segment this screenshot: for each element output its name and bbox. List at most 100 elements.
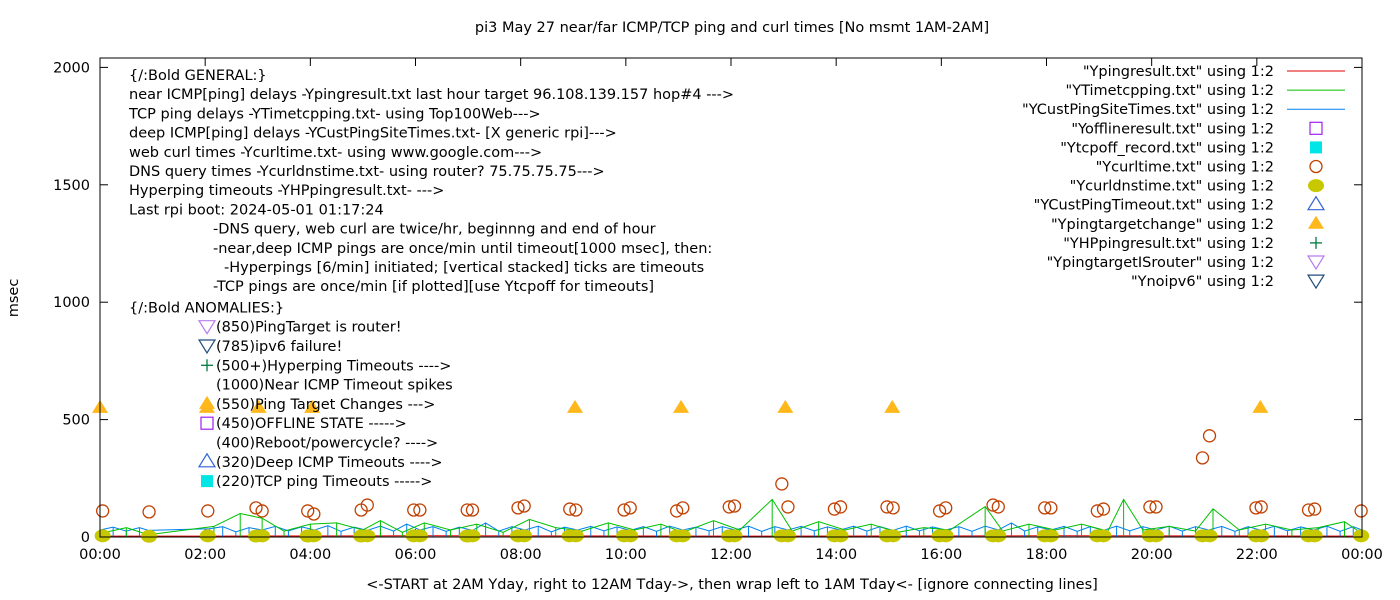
- data-point: [460, 503, 474, 517]
- legend-marker-square-open: [1309, 121, 1323, 135]
- series-line: [99, 498, 1363, 536]
- legend-marker-triangle-up-filled: [1308, 215, 1324, 229]
- data-point: [301, 504, 315, 518]
- x-tick-label: 02:00: [184, 547, 226, 563]
- legend-marker-triangle-up-open: [1306, 195, 1326, 211]
- data-point: [360, 498, 374, 512]
- data-point: [516, 529, 533, 543]
- anomaly-line: (785)ipv6 failure!: [216, 339, 342, 355]
- legend-marker-triangle-down-open: [1306, 255, 1326, 271]
- series-line: [99, 522, 1363, 533]
- data-point: [1044, 501, 1058, 515]
- data-point: [781, 500, 795, 514]
- data-point: [199, 529, 216, 543]
- data-point: [1149, 500, 1163, 514]
- data-point: [939, 501, 953, 515]
- anomaly-line: (850)PingTarget is router!: [216, 320, 402, 336]
- data-point: [1306, 529, 1323, 543]
- data-point: [1143, 500, 1157, 514]
- legend-label: "YCustPingSiteTimes.txt" using 1:2: [1022, 102, 1274, 118]
- legend-label: "Ycurltime.txt" using 1:2: [1096, 160, 1274, 176]
- data-point: [1202, 429, 1217, 443]
- legend-marker-circle-open: [1309, 159, 1323, 174]
- anomaly-line: (220)TCP ping Timeouts ----->: [216, 474, 432, 490]
- data-point: [670, 504, 684, 518]
- annotation-line: -Hyperpings [6/min] initiated; [vertical…: [224, 260, 704, 276]
- legend-marker-plus: [1310, 236, 1322, 249]
- y-axis-label: msec: [6, 279, 22, 318]
- x-tick-label: 06:00: [395, 547, 437, 563]
- annotation-line: Last rpi boot: 2024-05-01 01:17:24: [129, 202, 384, 218]
- data-point: [726, 529, 743, 543]
- data-point: [255, 504, 269, 518]
- legend-label: "Ytcpoff_record.txt" using 1:2: [1060, 140, 1274, 156]
- annotation-line: {/:Bold GENERAL:}: [129, 68, 267, 84]
- data-point: [359, 529, 376, 543]
- data-point: [991, 500, 1005, 514]
- annotation-line: deep ICMP[ping] delays -YCustPingSiteTim…: [129, 126, 617, 142]
- y-tick-label: 500: [62, 413, 90, 429]
- data-point: [885, 529, 902, 543]
- y-tick-label: 1500: [53, 178, 90, 194]
- data-point: [886, 501, 900, 515]
- annotations: {/:Bold GENERAL:} near ICMP[ping] delays …: [128, 68, 734, 490]
- anomaly-icon-triangle-up-open: [197, 452, 217, 468]
- data-point: [676, 501, 690, 515]
- data-point: [304, 399, 321, 413]
- data-point: [622, 529, 639, 543]
- x-tick-label: 22:00: [1236, 547, 1278, 563]
- data-point: [1148, 529, 1165, 543]
- data-point: [932, 504, 947, 518]
- legend-label: "YHPpingresult.txt" using 1:2: [1063, 236, 1274, 252]
- legend-label: "Ypingtargetchange" using 1:2: [1051, 217, 1274, 233]
- x-tick-label: 16:00: [920, 547, 962, 563]
- data-point: [201, 504, 215, 518]
- legend-label: "YCustPingTimeout.txt" using 1:2: [1034, 198, 1274, 214]
- legend-label: "Ynoipv6" using 1:2: [1131, 274, 1274, 290]
- data-point: [1354, 504, 1368, 518]
- y-tick-label: 0: [81, 530, 90, 546]
- data-point: [673, 399, 690, 413]
- anomaly-icon-plus: [201, 359, 213, 372]
- data-point: [1253, 529, 1270, 543]
- data-point: [1038, 501, 1052, 515]
- x-axis-label: <-START at 2AM Yday, right to 12AM Tday-…: [366, 577, 1098, 593]
- annotation-line: web curl times -Ycurltime.txt- using www…: [129, 145, 542, 161]
- legend-label: "YTimetcpping.txt" using 1:2: [1066, 83, 1274, 99]
- data-point: [464, 529, 481, 543]
- data-point: [1249, 501, 1263, 515]
- legend-label: "Ypingresult.txt" using 1:2: [1083, 64, 1274, 80]
- data-point: [1254, 500, 1268, 514]
- annotation-line: Hyperping timeouts -YHPpingresult.txt- -…: [129, 183, 444, 199]
- data-point: [833, 500, 848, 514]
- x-tick-label: 12:00: [710, 547, 752, 563]
- data-point: [249, 501, 263, 515]
- data-point: [722, 500, 736, 514]
- data-point: [1095, 529, 1112, 543]
- annotation-line: DNS query times -Ycurldnstime.txt- using…: [129, 164, 605, 180]
- y-tick-label: 1000: [53, 295, 90, 311]
- annotation-line: TCP ping delays -YTimetcpping.txt- using…: [128, 106, 541, 122]
- data-point: [884, 399, 901, 413]
- anomaly-icon-square-open: [200, 416, 214, 430]
- x-tick-label: 00:00: [79, 547, 121, 563]
- x-tick-label: 08:00: [500, 547, 542, 563]
- annotation-line: -near,deep ICMP pings are once/min until…: [213, 241, 712, 257]
- data-point: [142, 505, 156, 519]
- x-tick-label: 18:00: [1026, 547, 1068, 563]
- legend-label: "Ycurldnstime.txt" using 1:2: [1070, 179, 1274, 195]
- annotation-line: -DNS query, web curl are twice/hr, begin…: [213, 222, 656, 238]
- x-tick-label: 00:00: [1341, 547, 1383, 563]
- anomaly-line: (550)Ping Target Changes --->: [216, 397, 435, 413]
- data-point: [413, 503, 427, 517]
- data-point: [567, 399, 584, 413]
- data-point: [465, 503, 480, 517]
- data-point: [517, 499, 531, 513]
- legend-marker-square-filled: [1310, 141, 1322, 154]
- data-point: [986, 498, 1000, 512]
- data-point: [827, 502, 842, 516]
- x-tick-label: 14:00: [815, 547, 857, 563]
- data-point: [95, 504, 110, 518]
- anomaly-icon-square-filled: [201, 475, 213, 488]
